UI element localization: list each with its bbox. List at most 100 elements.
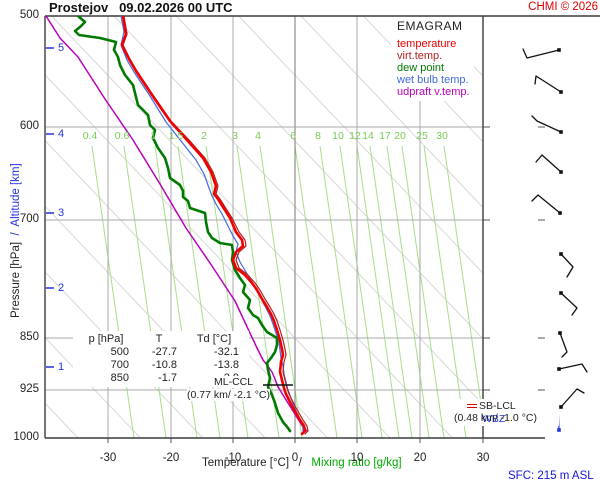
mixing-ratio-line	[401, 145, 445, 438]
dry-adiabat-line	[175, 16, 483, 340]
sb-lcl-label: SB-LCL	[479, 400, 516, 412]
mixing-ratio-label: 4	[255, 130, 261, 142]
table-cell: -10.8	[151, 359, 177, 371]
altitude-tick-label: 1	[58, 361, 65, 373]
mixing-ratio-label: 3	[232, 130, 238, 142]
altitude-tick-label: 5	[58, 42, 65, 54]
altitude-tick-label: 3	[58, 207, 65, 219]
mixing-ratio-label: 0.6	[114, 130, 130, 142]
dry-adiabat-line	[45, 139, 328, 438]
altitude-tick-label: 2	[58, 282, 65, 294]
mixing-ratio-label: 10	[332, 130, 344, 142]
table-row: 500 -27.7 -32.1	[77, 346, 245, 359]
mixing-ratio-label: 17	[379, 130, 391, 142]
mixing-ratio-label: 2	[201, 130, 207, 142]
mixing-ratio-line	[356, 145, 400, 438]
x-axis-title: Temperature [°C] / Mixing ratio [g/kg]	[202, 457, 402, 470]
dew-point-curve	[73, 16, 292, 433]
mixing-ratio-label: 6	[290, 130, 296, 142]
legend-title: EMAGRAM	[397, 19, 463, 33]
temperature-curve	[120, 16, 307, 436]
table-cell: -32.1	[213, 346, 239, 358]
wind-barb-station-dot	[559, 170, 563, 174]
ml-ccl-label: ML-CCL	[214, 376, 254, 388]
mixing-ratio-line	[91, 145, 135, 438]
wind-barb-station-dot	[559, 405, 563, 409]
sb-lcl-value: (0.48 km/ -1.0 °C)	[454, 412, 537, 424]
x-axis-title-mixing-ratio: Mixing ratio [g/kg]	[311, 457, 402, 469]
mixing-ratio-label: 14	[362, 130, 374, 142]
sounding-table-header: p [hPa] T Td [°C]	[77, 332, 245, 346]
mixing-ratio-label: 25	[416, 130, 428, 142]
mixing-ratio-label: 12	[349, 130, 361, 142]
pressure-tick-label: 700	[19, 213, 39, 225]
table-cell: -13.8	[213, 359, 239, 371]
wind-barb-station-dot	[558, 331, 562, 335]
wind-barb-station-dot	[557, 367, 561, 371]
wind-barb-icon	[535, 154, 562, 173]
table-cell: 700	[110, 359, 129, 371]
mixing-ratio-label: 8	[315, 130, 321, 142]
mixing-ratio-line	[386, 145, 430, 438]
mixing-ratio-label: 20	[394, 130, 406, 142]
wind-barb-icon	[531, 115, 562, 133]
virt-temp-curve	[122, 16, 309, 435]
table-header-cell: p [hPa]	[88, 333, 124, 345]
pressure-tick-label: 500	[19, 9, 39, 21]
mixing-ratio-line	[369, 145, 413, 438]
ml-ccl-value: (0.77 km/ -2.1 °C)	[187, 389, 270, 401]
legend-item-udpraft-v-temp: udpraft v.temp.	[397, 86, 470, 98]
sb-lcl-marker-icon	[467, 404, 477, 408]
table-header-cell: Td [°C]	[196, 333, 232, 345]
wind-barb-station-dot	[557, 428, 561, 432]
pressure-tick-label: 600	[19, 120, 39, 132]
wind-barb-icon	[559, 332, 568, 358]
udpraft-v-temp-curve	[45, 16, 308, 432]
pressure-tick-label: 1000	[13, 431, 39, 443]
dry-adiabat-line	[113, 16, 483, 406]
y-axis-title-pressure: Pressure [hPa]	[10, 241, 22, 318]
surface-elevation-label: SFC: 215 m ASL	[508, 470, 594, 482]
wind-barb-station-dot	[559, 130, 563, 134]
temp-tick-label: 20	[413, 452, 427, 464]
wind-barb-station-dot	[559, 252, 563, 256]
dry-adiabat-line	[300, 16, 483, 209]
temp-tick-label: 30	[476, 452, 490, 464]
legend-items: temperature virt.temp. dew point wet bulb t…	[397, 38, 470, 98]
legend-item-dew-point: dew point	[397, 62, 445, 74]
legend: EMAGRAM temperature virt.temp. dew point we…	[391, 17, 474, 101]
dry-adiabat-line	[238, 16, 483, 274]
mixing-ratio-line	[319, 145, 363, 438]
table-cell: 500	[110, 346, 129, 358]
wind-barb-icon	[560, 292, 578, 316]
wind-barb-icon	[522, 48, 560, 59]
altitude-tick-label: 4	[58, 128, 65, 140]
legend-item-wet-bulb-temp: wet bulb temp.	[397, 74, 469, 86]
mixing-ratio-line	[443, 145, 483, 421]
wind-barb-icon	[560, 253, 574, 278]
mixing-ratio-label: 30	[436, 130, 448, 142]
wind-barb-station-dot	[559, 90, 563, 94]
table-cell: -1.7	[158, 372, 177, 384]
pressure-tick-label: 850	[19, 331, 39, 343]
wind-barb-icon	[560, 388, 585, 408]
temp-tick-label: 10	[350, 452, 364, 464]
mixing-ratio-line	[123, 145, 167, 438]
y-axis-title-separator: /	[10, 226, 22, 242]
wind-barb-station-dot	[559, 291, 563, 295]
x-axis-title-temperature: Temperature [°C] /	[202, 457, 312, 469]
wind-barb-station-dot	[557, 48, 561, 52]
sb-lcl-annotation: WBZ SB-LCL (0.48 km/ -1.0 °C)	[453, 399, 559, 426]
copyright-label: CHMI © 2026	[528, 1, 598, 13]
temp-tick-label: -30	[99, 452, 117, 464]
wbz-label: WBZ	[482, 413, 506, 425]
sounding-table: p [hPa] T Td [°C] 500 -27.7 -32.1 700 -10.8 -13…	[73, 331, 249, 387]
mixing-ratio-line	[423, 145, 467, 438]
mixing-ratio-label: 1.5	[168, 130, 184, 142]
page-title: Prostejov 09.02.2026 00 UTC	[49, 0, 233, 15]
wind-barb-icon	[534, 75, 562, 93]
temp-tick-label: -10	[224, 452, 242, 464]
mixing-ratio-line	[339, 145, 383, 438]
dry-adiabat-line	[51, 16, 453, 438]
